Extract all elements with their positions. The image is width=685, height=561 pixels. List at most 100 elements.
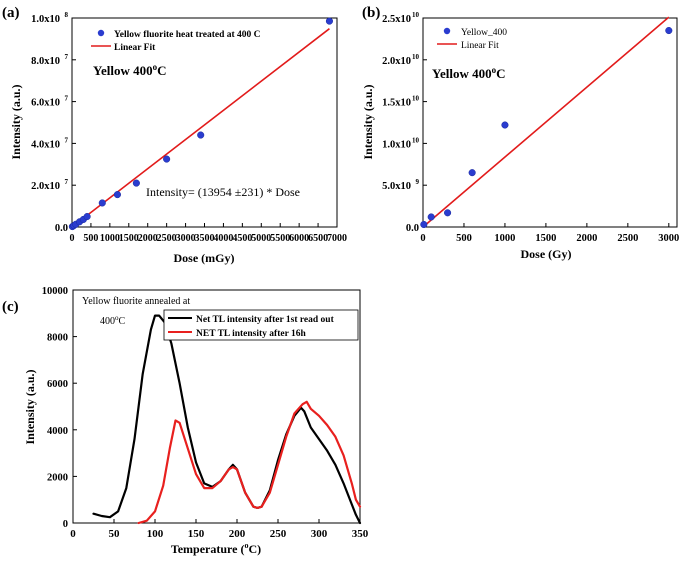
y-tick-label: 1.0x10 — [31, 14, 60, 25]
panel-b-label: (b) — [362, 5, 380, 21]
y-tick-exponent: 7 — [65, 178, 69, 186]
y-tick-exponent: 9 — [416, 178, 420, 186]
x-tick-label: 350 — [352, 528, 369, 540]
panel-a-xlabel: Dose (mGy) — [174, 251, 235, 265]
panel-c-ylabel: Intensity (a.u.) — [23, 369, 37, 444]
y-tick-label: 10000 — [42, 286, 68, 297]
annotation-main: Yellow 400 — [432, 66, 492, 81]
panel-a-equation: Intensity= (13954 ±231) * Dose — [146, 185, 300, 199]
x-tick-label: 100 — [147, 528, 164, 540]
legend-label-fit: Linear Fit — [461, 41, 499, 51]
data-point — [163, 155, 171, 163]
data-point — [98, 199, 106, 207]
y-tick-exponent: 7 — [65, 53, 69, 61]
y-tick-label: 2.0x10 — [31, 181, 60, 192]
series-line-after-16h — [137, 400, 362, 525]
y-tick-label: 6000 — [47, 379, 68, 390]
y-tick-exponent: 10 — [412, 11, 420, 19]
y-tick-label: 6.0x10 — [31, 98, 60, 109]
y-tick-exponent: 10 — [412, 136, 420, 144]
data-point — [420, 220, 428, 229]
data-point — [444, 209, 452, 217]
x-tick-label: 0 — [420, 233, 425, 244]
annotation-end: C — [119, 316, 126, 327]
panel-a-annotation: Yellow 400oC — [93, 62, 166, 78]
panel-b-plot-frame — [422, 17, 678, 228]
y-tick-label: 8000 — [47, 333, 68, 344]
xlabel-end: C) — [248, 542, 261, 556]
x-tick-label: 1500 — [535, 233, 556, 244]
panel-c-legend: Net TL intensity after 1st read out NET … — [163, 309, 359, 341]
data-point — [427, 213, 435, 221]
x-tick-label: 0 — [70, 233, 75, 244]
legend-box — [163, 309, 359, 341]
y-tick-exponent: 7 — [65, 136, 69, 144]
x-tick-label: 1500 — [119, 233, 139, 244]
legend-label-points: Yellow_400 — [461, 28, 507, 38]
y-tick-label: 2.0x10 — [382, 56, 411, 67]
data-point — [325, 17, 333, 25]
x-tick-label: 2000 — [576, 233, 597, 244]
panel-c-annotation-line2: 400oC — [100, 314, 126, 327]
annotation-sup: o — [115, 314, 119, 322]
data-point — [132, 179, 140, 187]
panel-a-legend: Yellow fluorite heat treated at 400 C Li… — [91, 29, 261, 53]
data-point — [665, 26, 673, 35]
annotation-end: C — [157, 63, 166, 78]
y-tick-label: 4000 — [47, 426, 68, 437]
legend-point-marker — [443, 27, 451, 35]
x-tick-label: 250 — [270, 528, 287, 540]
xlabel-sup: o — [244, 541, 248, 550]
x-tick-label: 0 — [70, 528, 76, 540]
y-tick-label: 8.0x10 — [31, 56, 60, 67]
data-point — [83, 213, 91, 221]
annotation-main: Yellow 400 — [93, 63, 153, 78]
x-tick-label: 2000 — [138, 233, 158, 244]
x-tick-label: 6500 — [308, 233, 328, 244]
data-point — [113, 191, 121, 199]
y-tick-label: 2.5x10 — [382, 14, 411, 25]
panel-b: (b) 0 500 1000 1500 2000 2500 3000 0.0 5.0x10 9 1… — [361, 5, 679, 261]
legend-point-marker — [97, 29, 105, 37]
panel-c-xlabel: Temperature (oC) — [171, 541, 261, 556]
y-tick-label: 0.0 — [55, 223, 68, 234]
x-tick-label: 200 — [229, 528, 246, 540]
y-tick-label: 0 — [63, 519, 68, 530]
panel-b-legend: Yellow_400 Linear Fit — [437, 27, 507, 51]
panel-b-annotation: Yellow 400oC — [432, 65, 505, 81]
data-point — [501, 121, 509, 129]
x-tick-label: 4000 — [213, 233, 233, 244]
x-tick-label: 500 — [83, 233, 98, 244]
panel-b-ylabel: Intensity (a.u.) — [361, 84, 375, 159]
y-tick-label: 1.0x10 — [382, 139, 411, 150]
panel-a-ylabel: Intensity (a.u.) — [9, 84, 23, 159]
x-tick-label: 2500 — [617, 233, 638, 244]
x-tick-label: 150 — [188, 528, 205, 540]
y-tick-label: 0.0 — [406, 223, 419, 234]
x-tick-label: 5000 — [251, 233, 271, 244]
panel-c-plot-frame — [72, 289, 361, 524]
x-tick-label: 4500 — [232, 233, 252, 244]
legend-label-points: Yellow fluorite heat treated at 400 C — [114, 30, 261, 40]
y-tick-exponent: 7 — [65, 95, 69, 103]
legend-label-black: Net TL intensity after 1st read out — [196, 315, 335, 325]
y-tick-label: 2000 — [47, 472, 68, 483]
x-tick-label: 1000 — [100, 233, 120, 244]
y-tick-exponent: 8 — [65, 11, 69, 19]
series-line-first-readout — [92, 314, 362, 525]
x-tick-label: 2500 — [157, 233, 177, 244]
annotation-sup: o — [153, 62, 158, 72]
y-tick-label: 1.5x10 — [382, 98, 411, 109]
panel-a: (a) 0 500 10001500200025003000350040004500… — [2, 5, 347, 265]
legend-label-fit: Linear Fit — [114, 43, 156, 53]
x-tick-label: 5500 — [270, 233, 290, 244]
linear-fit-line — [422, 16, 670, 228]
data-point — [197, 131, 205, 139]
y-tick-exponent: 10 — [412, 53, 420, 61]
x-tick-label: 6000 — [289, 233, 309, 244]
x-tick-label: 500 — [456, 233, 472, 244]
annotation-end: C — [496, 66, 505, 81]
x-tick-label: 3000 — [658, 233, 679, 244]
x-tick-label: 7000 — [327, 233, 347, 244]
